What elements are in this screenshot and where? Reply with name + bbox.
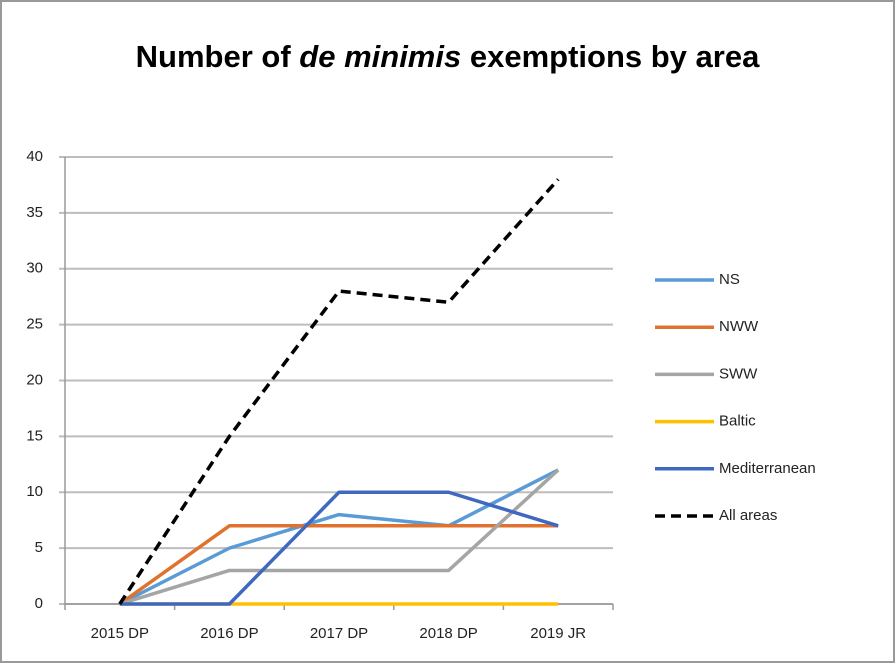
y-tick-label: 40: [26, 148, 43, 165]
title-run: exemptions by area: [469, 39, 760, 74]
legend-label: Mediterranean: [719, 460, 816, 477]
legend-label: NWW: [719, 318, 759, 335]
series-line: [119, 490, 559, 606]
title-run: de minimis: [299, 39, 462, 74]
x-tick-label: 2017 DP: [310, 625, 368, 642]
y-tick-label: 25: [26, 316, 43, 333]
y-tick-label: 5: [35, 539, 43, 556]
title-run: Number of: [135, 39, 291, 74]
x-tick-label: 2016 DP: [200, 625, 258, 642]
x-tick-label: 2018 DP: [419, 625, 477, 642]
chart-title: Number of de minimis exemptions by area: [100, 32, 795, 82]
series-line: [119, 468, 559, 606]
legend-label: SWW: [719, 365, 758, 382]
y-tick-label: 10: [26, 483, 43, 500]
series-line: [118, 524, 559, 606]
x-tick-label: 2015 DP: [91, 625, 149, 642]
series-line: [119, 468, 560, 606]
y-tick-label: 35: [26, 204, 43, 221]
x-tick-label: 2019 JR: [530, 625, 586, 642]
y-tick-label: 30: [26, 260, 43, 277]
legend-label: NS: [719, 271, 740, 288]
y-tick-label: 0: [35, 595, 43, 612]
legend-label: All areas: [719, 507, 777, 524]
y-tick-label: 15: [26, 427, 43, 444]
legend-label: Baltic: [719, 413, 756, 430]
series-line: [118, 178, 560, 605]
y-tick-label: 20: [26, 371, 43, 388]
